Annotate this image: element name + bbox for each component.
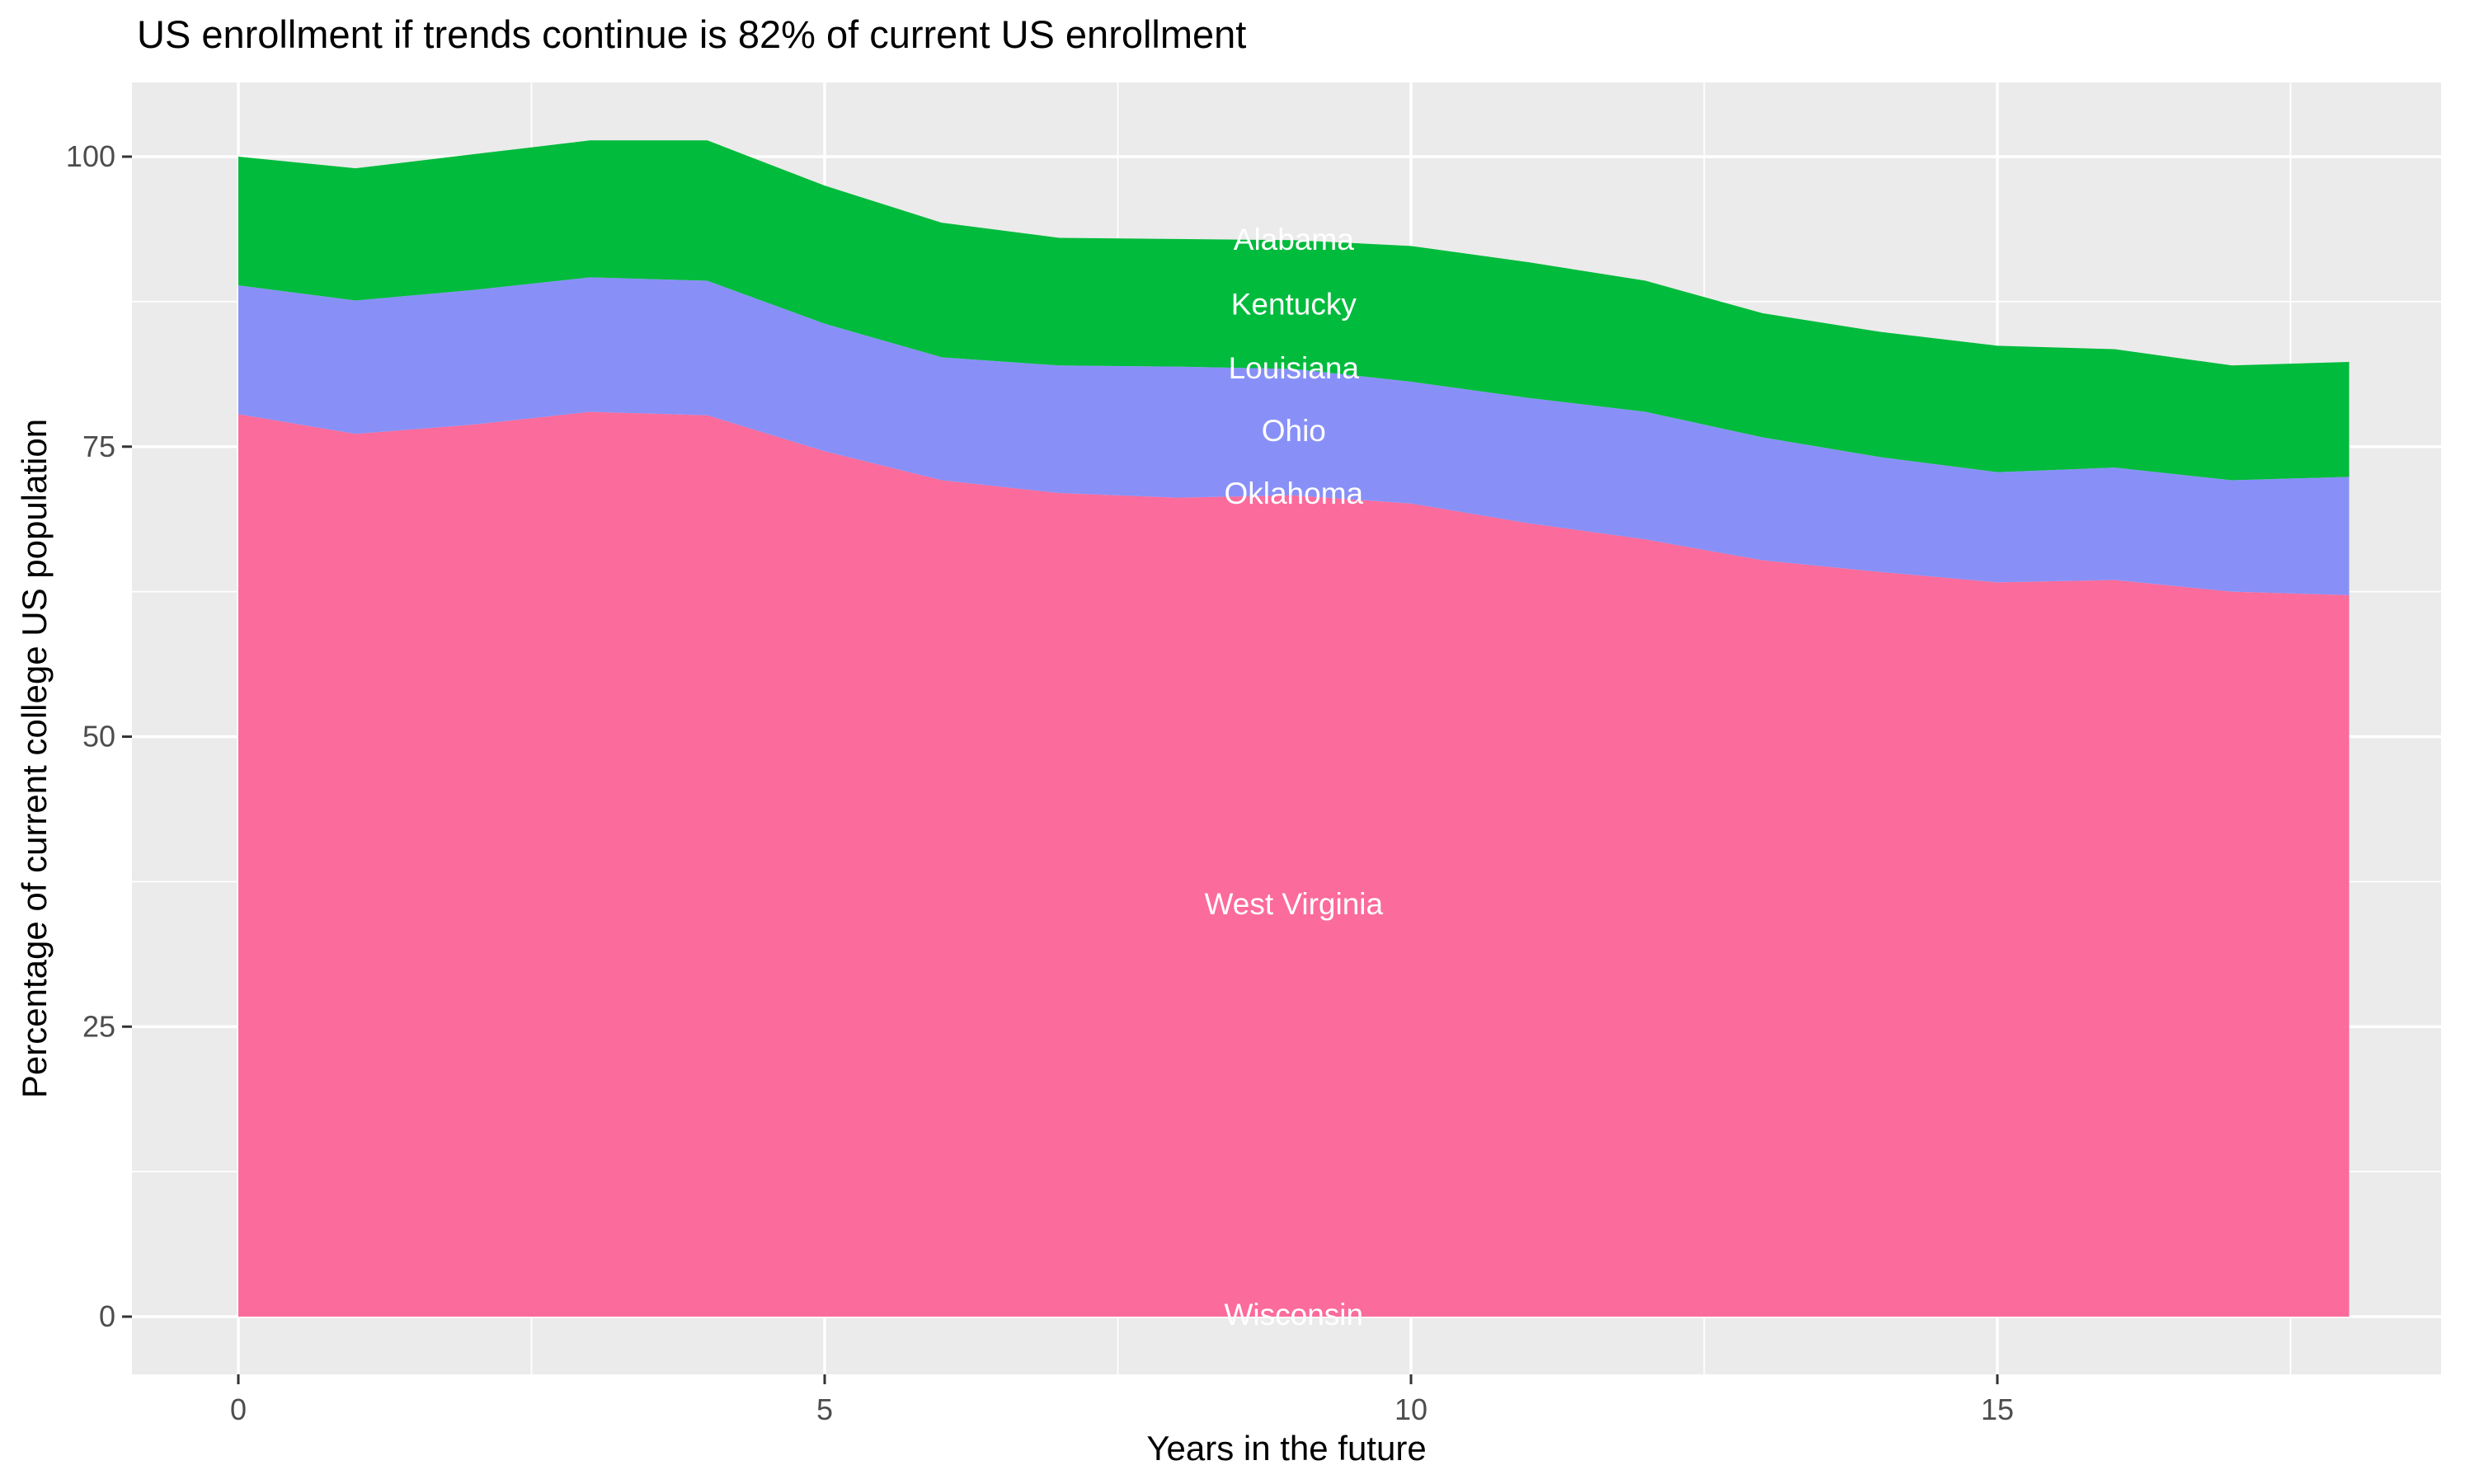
y-tick-label-100: 100 — [66, 139, 115, 173]
area-label-wisconsin: Wisconsin — [1224, 1298, 1363, 1331]
area-label-ohio: Ohio — [1262, 414, 1326, 448]
area-label-west-virginia: West Virginia — [1204, 887, 1383, 921]
x-tick-label-15: 15 — [1981, 1392, 2014, 1426]
area-label-oklahoma: Oklahoma — [1224, 477, 1363, 510]
x-tick-label-0: 0 — [230, 1392, 247, 1426]
y-tick-label-50: 50 — [82, 720, 115, 754]
area-label-kentucky: Kentucky — [1231, 288, 1357, 322]
y-tick-label-25: 25 — [82, 1009, 115, 1043]
chart-title: US enrollment if trends continue is 82% … — [137, 12, 1247, 56]
x-axis-title: Years in the future — [1146, 1429, 1427, 1468]
y-tick-label-0: 0 — [99, 1299, 115, 1333]
area-label-alabama: Alabama — [1234, 223, 1354, 256]
x-tick-label-5: 5 — [816, 1392, 833, 1426]
x-tick-label-10: 10 — [1395, 1392, 1427, 1426]
area-kentucky — [238, 140, 2349, 481]
area-west-virginia — [238, 411, 2349, 1317]
y-tick-label-75: 75 — [82, 430, 115, 463]
y-axis-title: Percentage of current college US populat… — [15, 418, 54, 1099]
area-ohio — [238, 277, 2349, 595]
area-label-louisiana: Louisiana — [1229, 351, 1360, 385]
